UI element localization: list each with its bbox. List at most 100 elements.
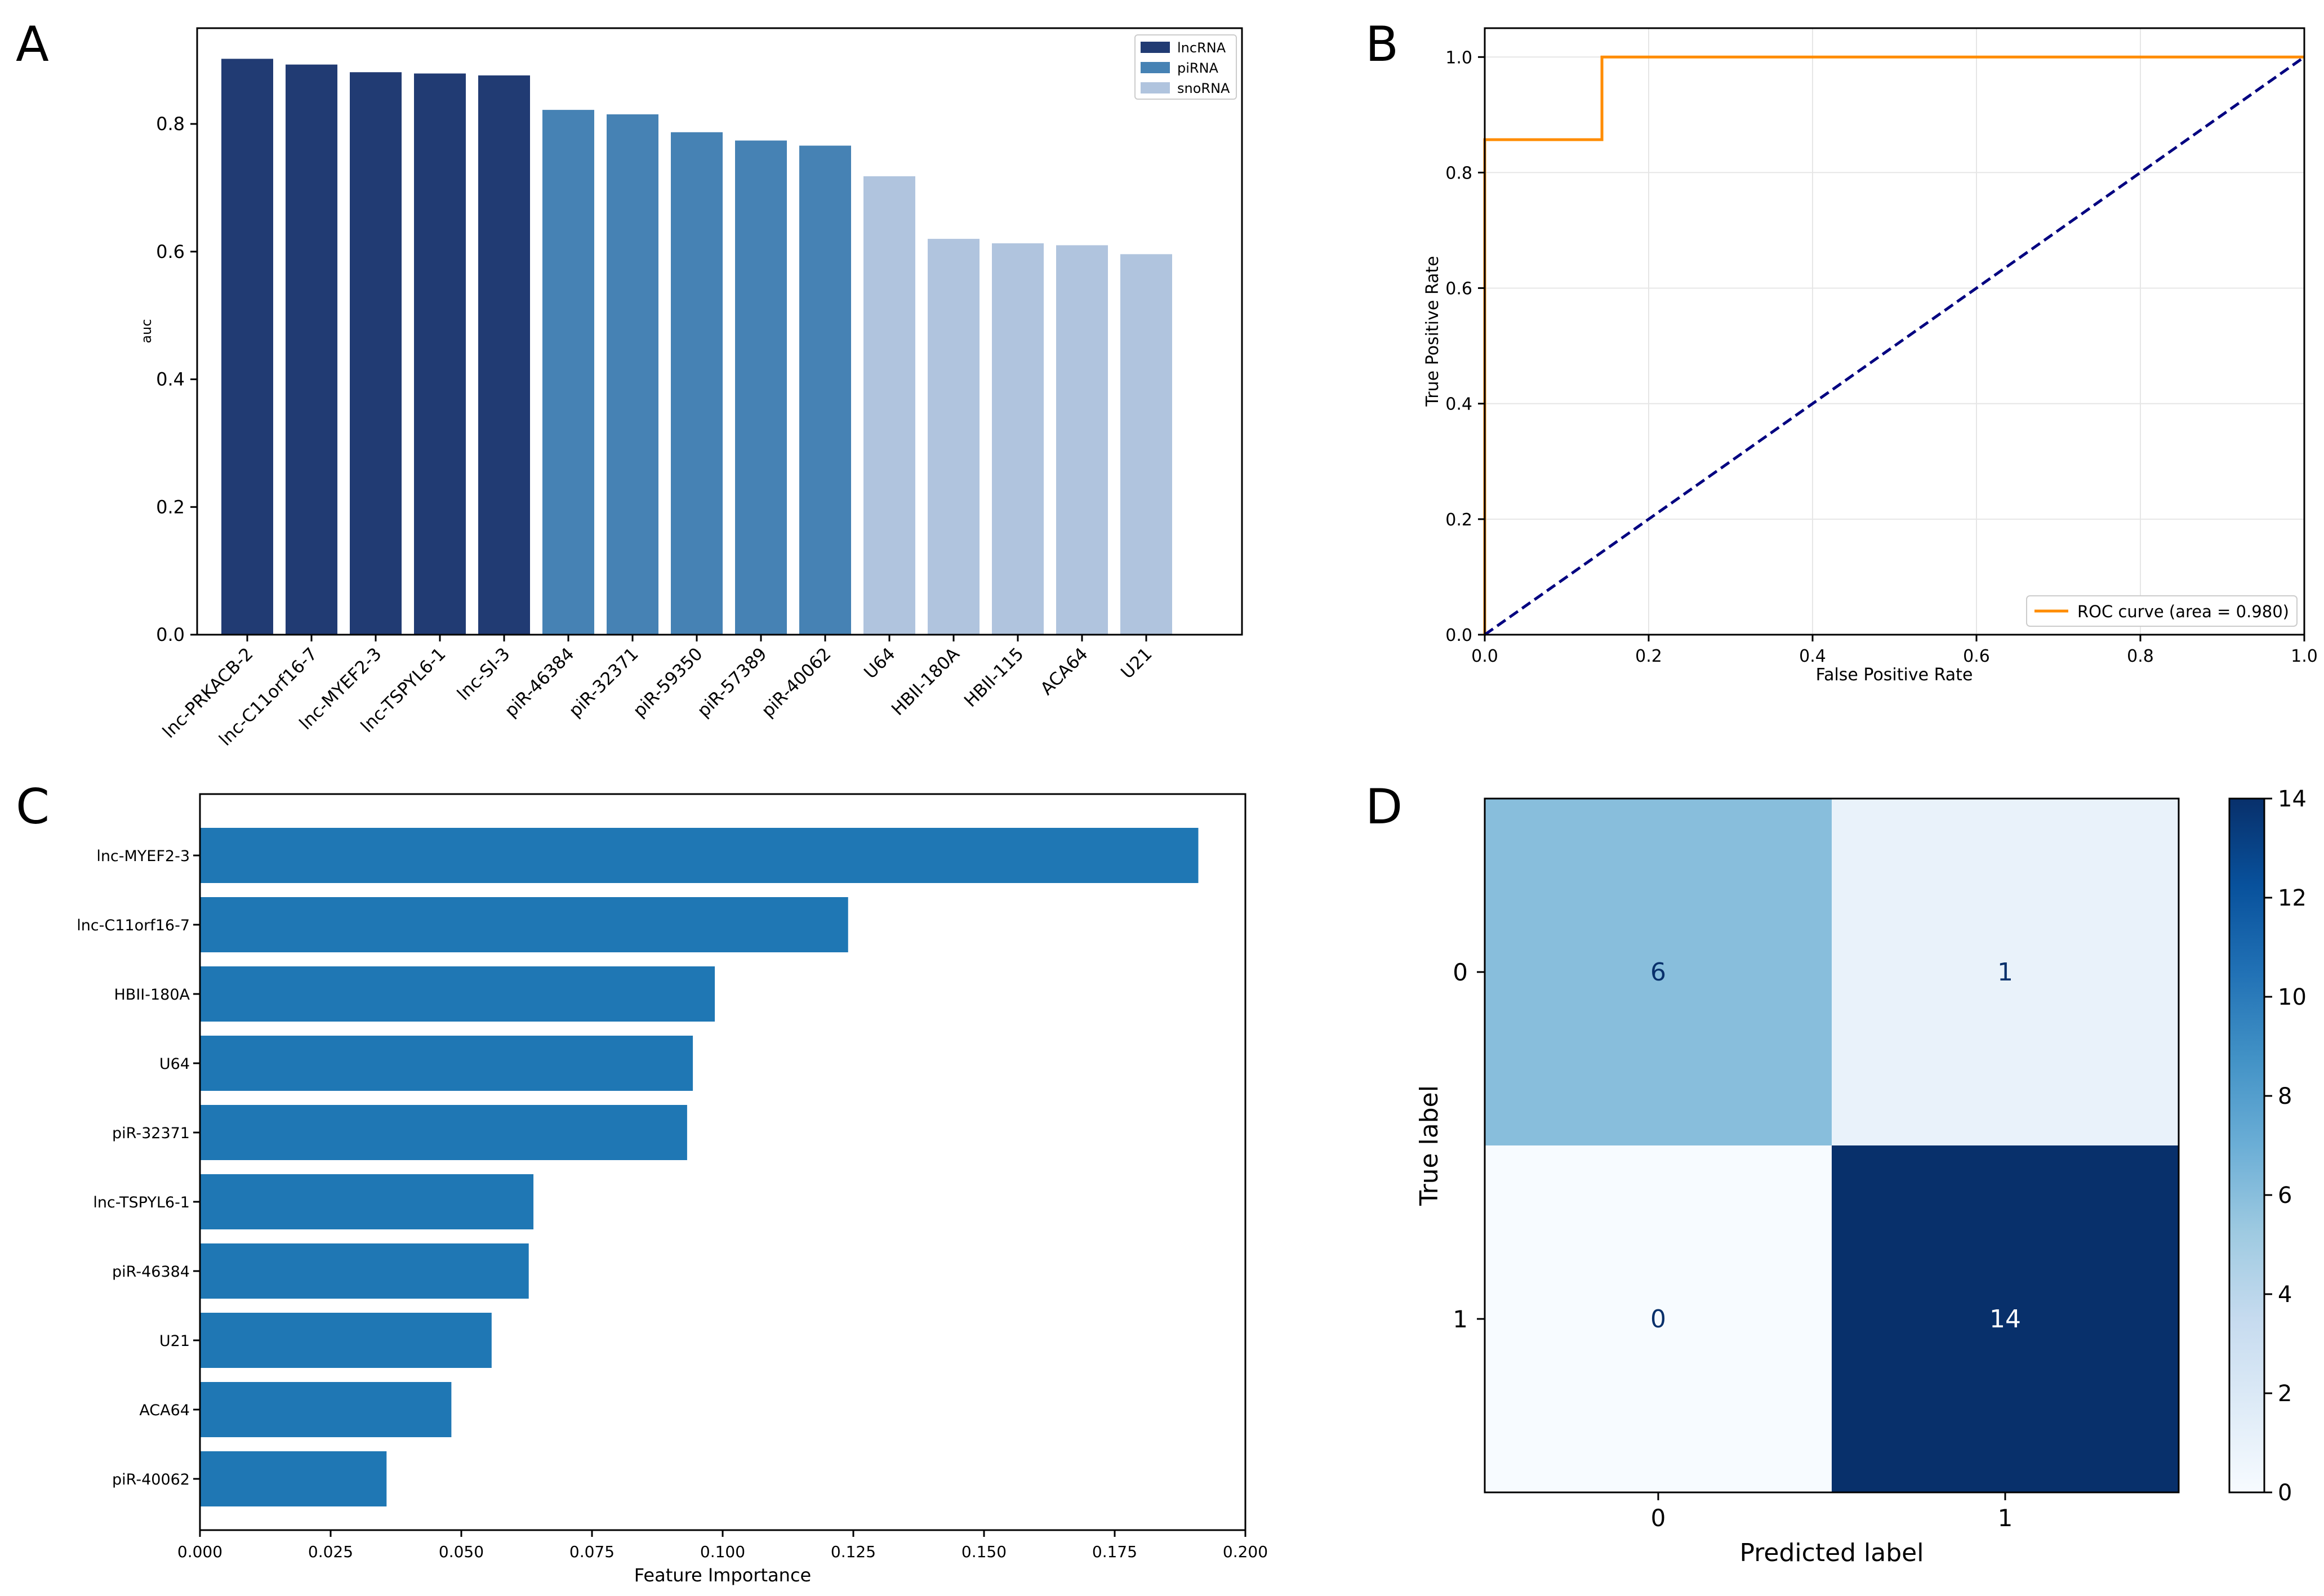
y-tick-label: 0.4 bbox=[1445, 395, 1472, 414]
panel-a-auc-bar-chart: 0.00.20.40.60.8 lnc-PRKACB-2lnc-C11orf16… bbox=[139, 27, 1243, 750]
cell-value-r0-c0: 6 bbox=[1650, 958, 1666, 987]
bar-ACA64 bbox=[200, 1382, 452, 1437]
cell-r1-c0 bbox=[1485, 1145, 1832, 1492]
y-tick-label: piR-46384 bbox=[112, 1263, 190, 1281]
bar-piR-40062 bbox=[200, 1451, 387, 1506]
panel-b-x-axis-label: False Positive Rate bbox=[1816, 665, 1973, 685]
cell-r0-c0 bbox=[1485, 799, 1832, 1145]
x-tick-label: piR-57389 bbox=[693, 644, 771, 721]
panel-b-roc-chart: 0.0 0.2 0.4 0.6 0.8 1.0 0.0 0.2 0.4 0.6 0.8 1.0 Fa… bbox=[1423, 27, 2318, 685]
bar-piR-46384 bbox=[542, 110, 594, 635]
y-tick-label: 0 bbox=[1453, 959, 1468, 986]
colorbar-tick-label: 2 bbox=[2278, 1381, 2292, 1407]
y-tick-label: lnc-MYEF2-3 bbox=[96, 848, 190, 865]
y-tick-label: 0.0 bbox=[1445, 626, 1472, 645]
y-tick-label: lnc-TSPYL6-1 bbox=[93, 1194, 190, 1211]
x-tick-label: 0.8 bbox=[2127, 647, 2154, 666]
x-tick-label: 0.4 bbox=[1799, 647, 1826, 666]
cell-value-r0-c1: 1 bbox=[1997, 958, 2013, 987]
panel-b-y-axis-label: True Positive Rate bbox=[1423, 256, 1443, 407]
panel-d-confusion-matrix: 6 10 14 0 101 Predicted label True label 02… bbox=[1415, 786, 2307, 1567]
bar-U21 bbox=[200, 1313, 492, 1368]
legend-swatch-snoRNA bbox=[1141, 82, 1170, 93]
panel-letter-a: A bbox=[16, 16, 49, 73]
y-tick-label: U21 bbox=[159, 1332, 190, 1350]
x-tick-label: U64 bbox=[860, 644, 899, 683]
x-tick-label: 1.0 bbox=[2291, 647, 2318, 666]
panel-d-frame bbox=[1484, 797, 2180, 1494]
bar-lnc-MYEF2-3 bbox=[200, 828, 1199, 883]
cell-r1-c1 bbox=[1832, 1145, 2179, 1492]
bar-ACA64 bbox=[1056, 245, 1108, 635]
bar-piR-46384 bbox=[200, 1243, 529, 1299]
cell-r0-c1 bbox=[1832, 799, 2179, 1145]
colorbar-tick-label: 10 bbox=[2278, 984, 2307, 1010]
x-tick-label: HBII-180A bbox=[888, 644, 964, 720]
bar-piR-40062 bbox=[799, 145, 851, 635]
legend-swatch-lncRNA bbox=[1141, 42, 1170, 53]
panel-d-y-axis-label: True label bbox=[1415, 1085, 1444, 1206]
bar-HBII-180A bbox=[928, 239, 980, 635]
y-tick-label: 0.0 bbox=[156, 624, 185, 645]
bar-lnc-SI-3 bbox=[478, 75, 530, 635]
x-tick-label: 0.200 bbox=[1223, 1542, 1268, 1561]
y-tick-label: 0.6 bbox=[1445, 279, 1472, 299]
legend-label-piRNA: piRNA bbox=[1177, 60, 1219, 76]
colorbar-tick-label: 8 bbox=[2278, 1084, 2292, 1109]
bar-lnc-MYEF2-3 bbox=[350, 72, 402, 635]
bar-U64 bbox=[200, 1036, 693, 1091]
y-tick-label: ACA64 bbox=[139, 1402, 190, 1419]
bar-U64 bbox=[863, 176, 915, 635]
panel-b-legend: ROC curve (area = 0.980) bbox=[2026, 595, 2298, 627]
y-tick-label: 0.8 bbox=[156, 113, 185, 135]
x-tick-label: ACA64 bbox=[1036, 644, 1092, 699]
x-tick-label: HBII-115 bbox=[960, 644, 1028, 711]
x-tick-label: 0.0 bbox=[1471, 647, 1498, 666]
x-tick-label: 1 bbox=[1998, 1504, 2013, 1532]
legend-swatch-piRNA bbox=[1141, 62, 1170, 73]
x-tick-label: 0 bbox=[1651, 1504, 1666, 1532]
bar-lnc-C11orf16-7 bbox=[200, 897, 848, 952]
panel-b-legend-label: ROC curve (area = 0.980) bbox=[2077, 602, 2289, 621]
legend-label-snoRNA: snoRNA bbox=[1177, 81, 1230, 96]
colorbar-tick-label: 6 bbox=[2278, 1183, 2292, 1209]
colorbar-tick-label: 4 bbox=[2278, 1282, 2292, 1308]
bar-lnc-C11orf16-7 bbox=[286, 64, 337, 635]
x-tick-label: piR-59350 bbox=[629, 644, 706, 721]
cell-value-r1-c0: 0 bbox=[1650, 1305, 1666, 1334]
y-tick-label: 1 bbox=[1453, 1305, 1468, 1333]
colorbar-tick-label: 0 bbox=[2278, 1480, 2292, 1506]
y-tick-label: piR-40062 bbox=[112, 1471, 190, 1488]
x-tick-label: 0.2 bbox=[1635, 647, 1662, 666]
chance-diagonal-line bbox=[1484, 56, 2305, 636]
bar-HBII-115 bbox=[992, 243, 1044, 635]
bar-lnc-TSPYL6-1 bbox=[414, 73, 466, 635]
x-tick-label: 0.000 bbox=[177, 1542, 222, 1561]
x-tick-label: 0.150 bbox=[961, 1542, 1007, 1561]
panel-letter-d: D bbox=[1365, 779, 1403, 835]
panel-letter-c: C bbox=[16, 779, 50, 835]
panel-d-x-axis-label: Predicted label bbox=[1740, 1539, 1924, 1567]
panel-c-x-axis-label: Feature Importance bbox=[634, 1564, 811, 1586]
x-tick-label: piR-40062 bbox=[758, 644, 835, 721]
y-tick-label: lnc-C11orf16-7 bbox=[77, 917, 190, 934]
bar-HBII-180A bbox=[200, 966, 715, 1022]
panel-letter-b: B bbox=[1365, 16, 1399, 73]
bar-piR-32371 bbox=[200, 1105, 687, 1160]
colorbar-tick-label: 14 bbox=[2278, 786, 2307, 812]
bar-piR-32371 bbox=[607, 114, 658, 635]
bar-piR-59350 bbox=[671, 132, 723, 635]
y-tick-label: 0.2 bbox=[1445, 510, 1472, 530]
panel-a-frame bbox=[196, 27, 1243, 636]
x-tick-label: 0.6 bbox=[1963, 647, 1990, 666]
panel-d-colorbar: 0 2 4 6 8 10 12 14 bbox=[2228, 786, 2307, 1506]
x-tick-label: U21 bbox=[1117, 644, 1156, 683]
y-tick-label: HBII-180A bbox=[114, 986, 190, 1004]
x-tick-label: 0.125 bbox=[831, 1542, 876, 1561]
x-tick-label: 0.025 bbox=[308, 1542, 353, 1561]
bar-lnc-PRKACB-2 bbox=[221, 59, 273, 635]
panel-b-legend-box bbox=[2026, 595, 2298, 627]
cell-value-r1-c1: 14 bbox=[1989, 1305, 2021, 1334]
y-tick-label: 0.6 bbox=[156, 241, 185, 262]
